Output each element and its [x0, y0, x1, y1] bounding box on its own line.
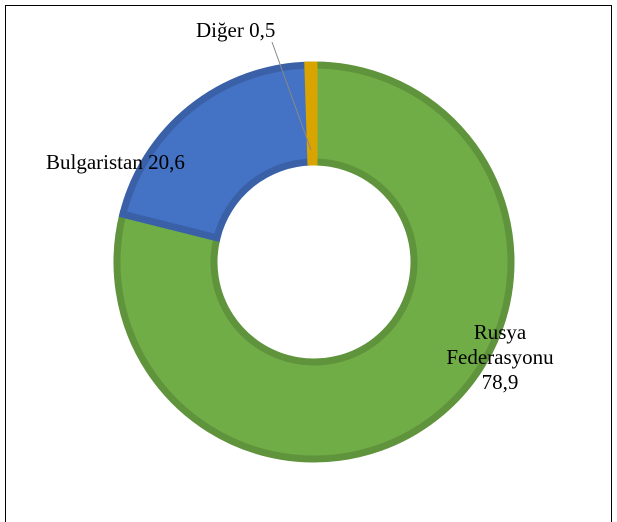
category-label: Rusya Federasyonu: [446, 320, 554, 369]
leader-line: [271, 41, 312, 151]
value-label: 20,6: [148, 150, 185, 174]
value-label: 0,5: [249, 18, 276, 42]
label-rusya: Rusya Federasyonu 78,9: [430, 320, 570, 395]
frame: [5, 5, 612, 522]
category-label: Diğer: [196, 18, 244, 42]
value-label: 78,9: [481, 370, 519, 394]
category-label: Bulgaristan: [46, 150, 143, 174]
donut-slice: [113, 61, 515, 463]
donut-slice: [118, 61, 315, 242]
label-diger: Diğer 0,5: [196, 18, 275, 43]
donut-slice: [304, 61, 318, 166]
label-bulgaristan: Bulgaristan 20,6: [46, 150, 185, 175]
